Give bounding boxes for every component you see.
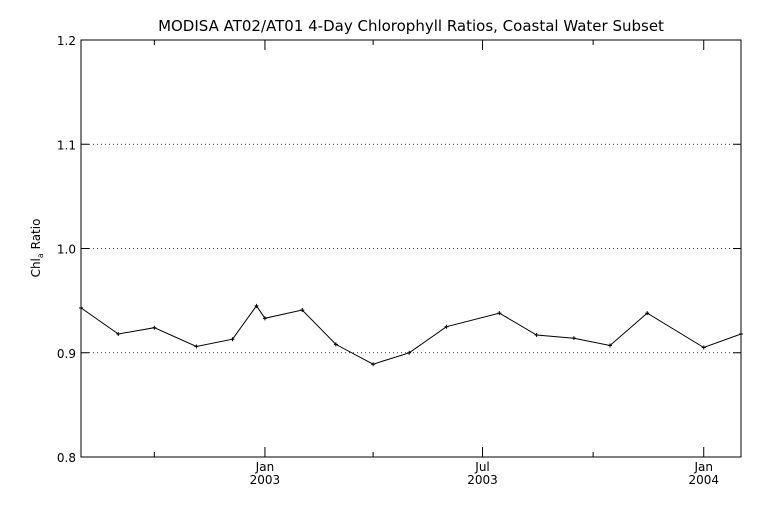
data-point [194, 344, 199, 349]
data-point [534, 333, 539, 338]
data-point [701, 345, 706, 350]
y-tick-label: 1.1 [57, 138, 76, 152]
y-tick-label: 1.0 [57, 243, 76, 257]
data-point [407, 350, 412, 355]
data-point [300, 308, 305, 313]
x-tick-label-month: Jan [255, 460, 275, 474]
y-axis-label-rest: Ratio [29, 219, 43, 254]
y-axis-label-subscript: a [36, 253, 45, 258]
data-point [333, 342, 338, 347]
x-tick-label-year: 2003 [467, 473, 498, 487]
x-tick-label-year: 2004 [688, 473, 719, 487]
x-tick-label-year: 2003 [250, 473, 281, 487]
x-tick-label-month: Jul [474, 460, 489, 474]
series-line [80, 304, 742, 365]
svg-text:Chla Ratio: Chla Ratio [29, 219, 45, 278]
data-point [444, 324, 449, 329]
y-tick-label: 1.2 [57, 34, 76, 48]
x-tick-label-month: Jan [693, 460, 713, 474]
data-point [152, 325, 157, 330]
y-axis-label-main: Chl [29, 258, 43, 277]
data-point [254, 303, 259, 308]
data-point [371, 362, 376, 367]
data-point [571, 336, 576, 341]
data-points [79, 303, 743, 367]
data-point [607, 343, 612, 348]
data-point [230, 337, 235, 342]
data-point [116, 331, 121, 336]
y-axis-label: Chla Ratio [29, 219, 45, 278]
data-point [497, 311, 502, 316]
data-series-line [80, 304, 742, 365]
grid-lines [81, 143, 741, 354]
y-tick-label: 0.9 [57, 347, 76, 361]
y-tick-label: 0.8 [57, 451, 76, 465]
data-point [645, 311, 650, 316]
plot-frame [80, 39, 742, 458]
chart-title: MODISA AT02/AT01 4-Day Chlorophyll Ratio… [158, 17, 664, 35]
data-point [262, 316, 267, 321]
